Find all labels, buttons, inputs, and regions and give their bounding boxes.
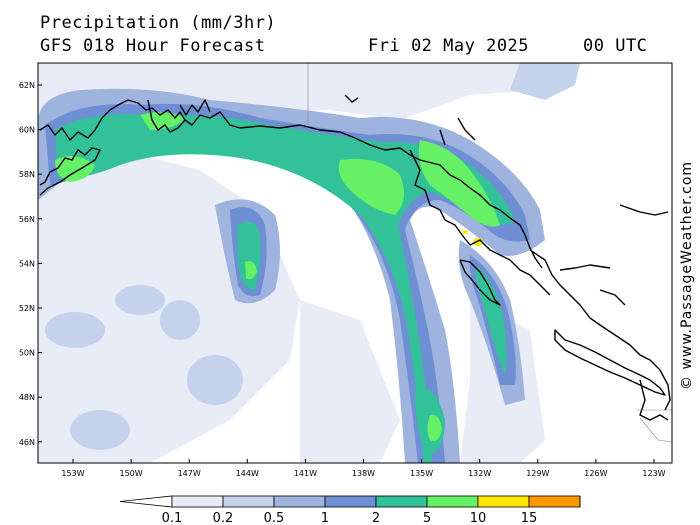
lat-tick-label: 48N: [19, 393, 35, 402]
lon-tick-label: 150W: [120, 469, 143, 478]
colorbar-label: 5: [423, 511, 431, 525]
color-scale-bar: 0.1 0.2 0.5 1 2 5 10 15: [119, 495, 581, 525]
lon-tick-label: 141W: [294, 469, 317, 478]
lon-tick-label: 138W: [352, 469, 375, 478]
colorbar-segment: [324, 495, 377, 508]
lon-tick-label: 126W: [584, 469, 607, 478]
colorbar-label: 10: [470, 511, 487, 525]
lon-tick-label: 147W: [178, 469, 201, 478]
lat-tick-label: 60N: [19, 126, 35, 135]
forecast-subtitle: GFS 018 Hour Forecast: [40, 36, 266, 56]
colorbar-segment: [222, 495, 275, 508]
latitude-ticks: 62N 60N 58N 56N 54N 52N 50N 48N 46N: [19, 81, 42, 447]
lat-tick-label: 56N: [19, 215, 35, 224]
lat-tick-label: 54N: [19, 259, 35, 268]
map-title: Precipitation (mm/3hr): [40, 13, 277, 33]
lon-tick-label: 132W: [468, 469, 491, 478]
lon-tick-label: 123W: [642, 469, 665, 478]
lon-tick-label: 129W: [526, 469, 549, 478]
precip-field: [38, 63, 672, 463]
colorbar-label: 15: [521, 511, 538, 525]
colorbar-segment: [477, 495, 530, 508]
colorbar-segment: [426, 495, 479, 508]
coastline: [39, 94, 671, 421]
political-borders: [307, 63, 673, 443]
watermark: © www.PassageWeather.com: [679, 160, 695, 390]
colorbar-label: 0.5: [264, 511, 285, 525]
lon-tick-label: 153W: [61, 469, 84, 478]
forecast-time: 00 UTC: [583, 36, 648, 56]
colorbar-label: 2: [372, 511, 380, 525]
lat-tick-label: 50N: [19, 349, 35, 358]
lon-tick-label: 135W: [410, 469, 433, 478]
lat-tick-label: 62N: [19, 81, 35, 90]
colorbar-segment: [273, 495, 326, 508]
longitude-ticks: 153W 150W 147W 144W 141W 138W 135W 132W 129W 126W…: [61, 459, 666, 478]
colorbar-label: 1: [321, 511, 329, 525]
colorbar-segment: [528, 495, 581, 508]
colorbar-segment: [375, 495, 428, 508]
lat-tick-label: 46N: [19, 438, 35, 447]
lon-tick-label: 144W: [236, 469, 259, 478]
lat-tick-label: 58N: [19, 170, 35, 179]
lat-tick-label: 52N: [19, 304, 35, 313]
forecast-date: Fri 02 May 2025: [368, 36, 530, 56]
colorbar-segment: [171, 495, 224, 508]
colorbar-segment: [119, 495, 173, 508]
colorbar-label: 0.1: [162, 511, 183, 525]
colorbar-label: 0.2: [213, 511, 234, 525]
